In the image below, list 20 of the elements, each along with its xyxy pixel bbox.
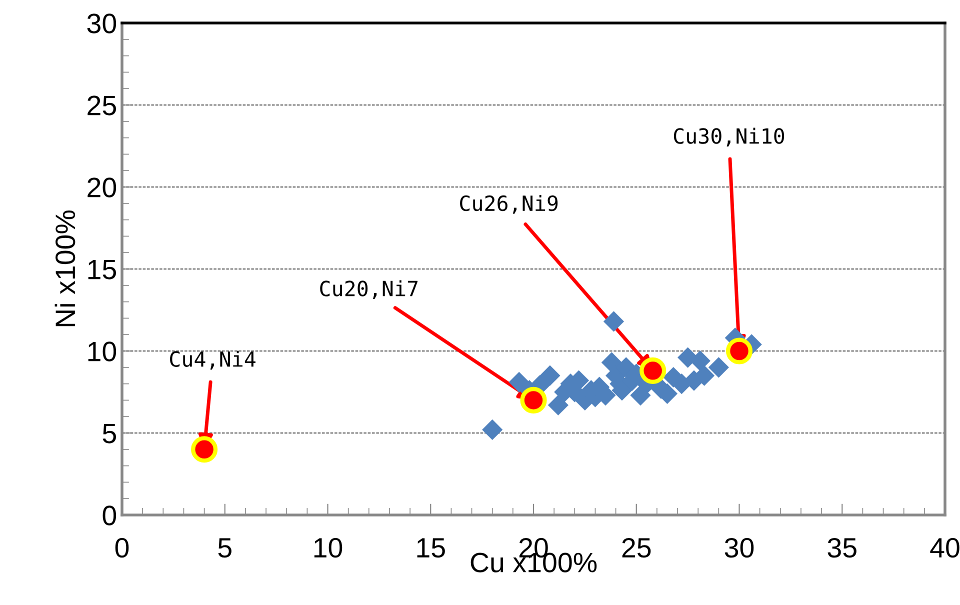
- x-tick-label: 25: [622, 538, 651, 558]
- x-tick-label: 15: [417, 538, 445, 558]
- y-tick-label: 25: [88, 96, 116, 116]
- x-tick-label: 30: [724, 538, 754, 558]
- annotation: Cu4,Ni4: [170, 350, 256, 370]
- y-tick-label: 0: [102, 506, 116, 526]
- x-tick-label: 5: [218, 538, 232, 558]
- x-tick-label: 40: [930, 538, 960, 558]
- x-tick-label: 35: [828, 538, 856, 558]
- x-tick-label: 0: [115, 538, 129, 558]
- x-tick-label: 10: [314, 538, 342, 558]
- y-tick-label: 5: [102, 424, 116, 444]
- y-tick-label: 15: [88, 260, 116, 280]
- annotation: Cu26,Ni9: [460, 195, 558, 214]
- y-axis-title: Ni x100%: [54, 210, 76, 326]
- y-tick-label: 20: [88, 178, 116, 198]
- annotation: Cu20,Ni7: [320, 280, 418, 300]
- y-tick-label: 30: [87, 14, 116, 34]
- annotation: Cu30,Ni10: [674, 128, 784, 147]
- y-tick-label: 10: [88, 342, 116, 362]
